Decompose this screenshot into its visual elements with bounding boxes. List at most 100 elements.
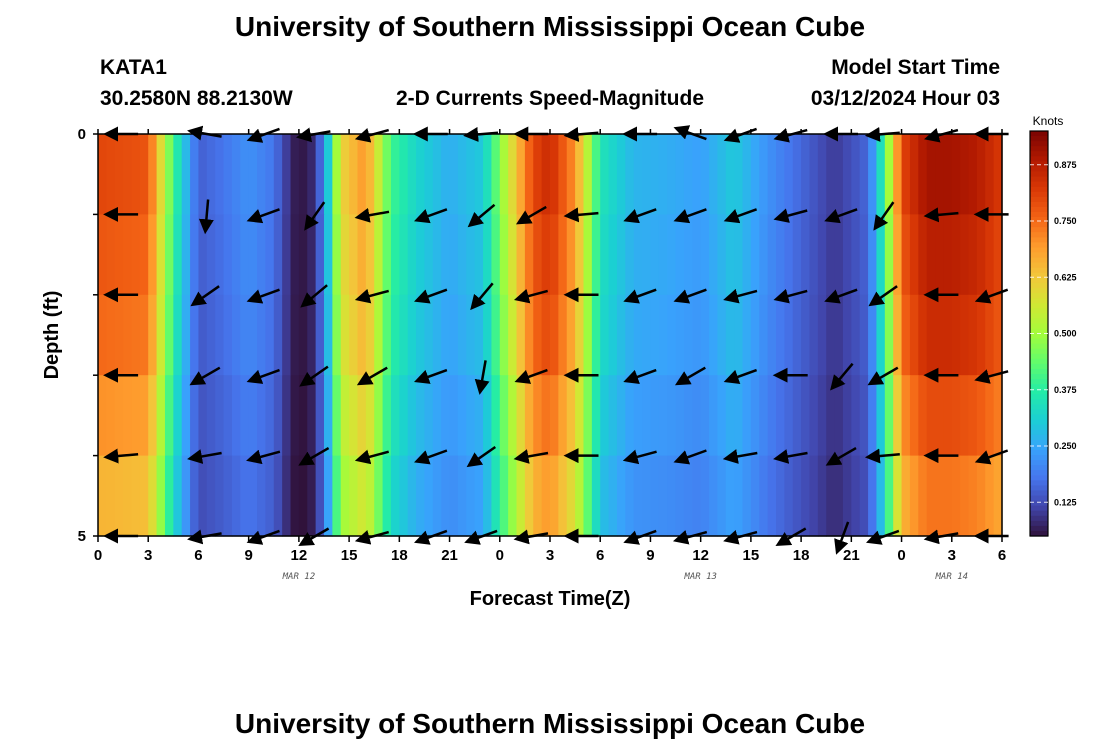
heatmap-cell: [198, 134, 208, 215]
heatmap-cell: [826, 214, 836, 296]
heatmap-cell: [315, 294, 325, 376]
heatmap-cell: [231, 455, 241, 537]
heatmap-cell: [248, 375, 258, 457]
heatmap-cell: [976, 214, 986, 296]
heatmap-cell: [575, 134, 585, 215]
heatmap-cell: [784, 455, 794, 537]
heatmap-cell: [223, 455, 233, 537]
colorbar-step: [1030, 287, 1048, 294]
current-vector: [867, 366, 899, 386]
y-axis: 05: [78, 126, 98, 545]
current-vector: [299, 365, 329, 387]
heatmap-cell: [139, 294, 149, 376]
heatmap-cell: [357, 455, 367, 537]
heatmap-cell: [600, 375, 610, 457]
heatmap-cell: [692, 375, 702, 457]
colorbar-step: [1030, 409, 1048, 416]
current-vector: [622, 449, 657, 465]
heatmap-cell: [834, 294, 844, 376]
heatmap-cell: [960, 294, 970, 376]
heatmap-cell: [533, 214, 543, 296]
heatmap-cell: [164, 134, 174, 215]
heatmap-cell: [382, 294, 392, 376]
colorbar-tick-label: 0.125: [1054, 497, 1077, 507]
heatmap-cell: [935, 455, 945, 537]
heatmap-cell: [382, 375, 392, 457]
current-vector: [513, 288, 549, 304]
heatmap-cell: [365, 294, 375, 376]
heatmap-cell: [826, 455, 836, 537]
heatmap-cell: [550, 375, 559, 457]
heatmap-cell: [399, 214, 409, 296]
heatmap-cell: [307, 214, 317, 296]
heatmap-cell: [533, 134, 543, 215]
heatmap-cell: [792, 214, 802, 296]
colorbar-step: [1030, 161, 1048, 168]
heatmap-cell: [583, 375, 593, 457]
heatmap-cell: [474, 294, 484, 376]
station-coords: 30.2580N 88.2130W: [100, 87, 293, 110]
footer-title: University of Southern Mississippi Ocean…: [235, 708, 865, 739]
colorbar-step: [1030, 520, 1048, 527]
heatmap-cell: [709, 294, 719, 376]
heatmap-cell: [784, 294, 794, 376]
heatmap-cell: [826, 294, 836, 376]
colorbar-step: [1030, 394, 1048, 400]
heatmap-cell: [616, 134, 626, 215]
heatmap-cell: [206, 214, 216, 296]
heatmap-cell: [616, 375, 626, 457]
colorbar-step: [1030, 181, 1048, 188]
heatmap-cell: [206, 134, 216, 215]
heatmap-cell: [290, 214, 300, 296]
heatmap-cell: [432, 375, 442, 457]
heatmap-cell: [968, 455, 978, 537]
heatmap-cell: [658, 455, 668, 537]
heatmap-cell: [357, 375, 367, 457]
colorbar-step: [1030, 374, 1048, 380]
heatmap-cell: [131, 455, 141, 537]
heatmap-cell: [164, 214, 174, 296]
current-vector: [354, 449, 390, 465]
heatmap-cell: [842, 294, 852, 376]
current-vector: [246, 208, 280, 224]
heatmap-cell: [935, 375, 945, 457]
heatmap-cell: [541, 375, 551, 457]
heatmap-cell: [650, 134, 660, 215]
heatmap-cell: [759, 375, 769, 457]
current-vector: [723, 288, 758, 304]
colorbar-step: [1030, 176, 1048, 183]
heatmap-cell: [759, 134, 769, 215]
heatmap-cell: [709, 375, 719, 457]
heatmap-cell: [776, 134, 785, 215]
heatmap-cell: [550, 455, 559, 537]
heatmap-cell: [893, 134, 903, 215]
heatmap-cell: [633, 214, 643, 296]
heatmap-cell: [926, 214, 936, 296]
heatmap-cell: [759, 294, 769, 376]
heatmap-cell: [943, 455, 953, 537]
heatmap-cell: [943, 375, 953, 457]
x-tick-label: 21: [441, 547, 458, 564]
heatmap-cell: [307, 375, 317, 457]
heatmap-cell: [508, 214, 518, 296]
heatmap-cell: [935, 134, 945, 215]
date-label: MAR 13: [683, 572, 717, 582]
heatmap-cell: [324, 134, 333, 215]
heatmap-cell: [926, 375, 936, 457]
colorbar-step: [1030, 490, 1048, 497]
heatmap-cell: [173, 214, 183, 296]
heatmap-cell: [926, 134, 936, 215]
heatmap-cell: [667, 294, 677, 376]
heatmap-cell: [884, 294, 894, 376]
heatmap-cell: [324, 294, 333, 376]
current-vector: [563, 207, 599, 223]
heatmap-cell: [792, 134, 802, 215]
heatmap-cell: [123, 134, 133, 215]
heatmap-cell: [683, 294, 693, 376]
heatmap-cell: [809, 375, 819, 457]
heatmap-cell: [851, 134, 861, 215]
heatmap-cell: [851, 294, 861, 376]
current-vector: [623, 368, 657, 384]
heatmap-cell: [709, 214, 719, 296]
heatmap-cell: [550, 134, 559, 215]
